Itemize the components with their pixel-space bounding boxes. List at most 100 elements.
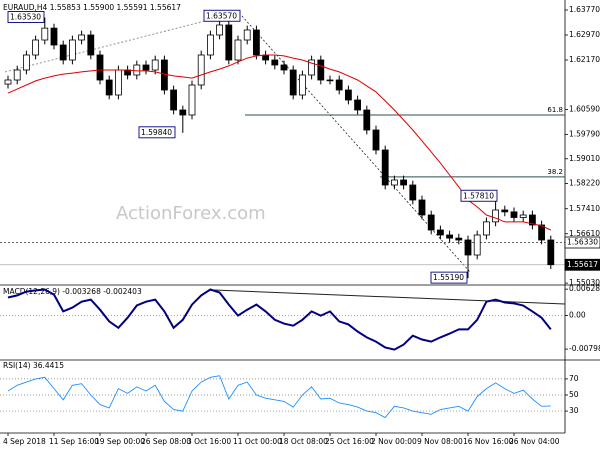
watermark: ActionForex.com [116, 203, 266, 224]
annotation-box [138, 126, 176, 139]
macd-line [7, 288, 552, 351]
candle-body [482, 221, 490, 236]
candle-body [170, 89, 178, 111]
candle-body [344, 89, 352, 101]
candle-body [271, 59, 279, 66]
moving-average [7, 54, 552, 231]
x-tick-label: 26 Nov 04:00 [509, 437, 560, 446]
y-tick-label: 1.60590 [569, 104, 600, 113]
y-tick-label: 1.55030 [569, 278, 600, 287]
candle-body [225, 24, 233, 61]
candle-body [280, 64, 288, 71]
y-tick-label: 1.62170 [569, 55, 600, 64]
y-tick-label: 30 [569, 406, 579, 415]
annotation: 1.63570 [203, 9, 241, 22]
candle-body [363, 109, 371, 131]
x-tick-label: 11 Sep 16:00 [49, 437, 99, 446]
candle-body [538, 224, 545, 241]
candle-body [547, 239, 555, 266]
candle-body [179, 109, 187, 116]
candle-body [41, 27, 49, 41]
rsi-title: RSI(14) 36.4415 [3, 361, 64, 370]
candle-body [32, 39, 39, 56]
candle-body [390, 179, 398, 186]
candle-body [142, 64, 150, 71]
macd-title: MACD(12,26,9) -0.003268 -0.002403 [3, 287, 142, 296]
candle-body [69, 39, 76, 61]
x-tick-label: 18 Oct 08:00 [279, 437, 328, 446]
candle-body [59, 44, 67, 61]
annotation-label: 1.63530 [10, 13, 41, 22]
candle-body [4, 79, 12, 85]
candle-body [124, 69, 131, 76]
candle-body [335, 79, 343, 91]
candle-body [289, 69, 297, 96]
y-tick-label: 1.59790 [569, 129, 600, 138]
annotation-box [7, 11, 45, 23]
x-tick-label: 4 Sep 2018 [3, 437, 46, 446]
candle-body [510, 211, 518, 218]
y-tick-label: 0.00 [569, 311, 586, 320]
x-tick-label: 25 Oct 16:00 [325, 437, 374, 446]
x-tick-label: 26 Sep 08:00 [141, 437, 191, 446]
candle-body [188, 84, 196, 116]
annotation-box [460, 189, 498, 202]
candle-body [13, 69, 21, 81]
x-tick-label: 2 Nov 00:00 [371, 437, 417, 446]
y-tick-label: -0.007985 [569, 344, 600, 353]
candle-body [133, 64, 141, 76]
annotation-label: 1.59840 [141, 128, 172, 137]
annotation: 1.57810 [460, 189, 498, 202]
fib-label: 38.2 [547, 168, 563, 176]
candle-body [473, 234, 481, 256]
annotation-label: 1.57810 [463, 191, 494, 200]
candle-body [298, 74, 306, 96]
trend-line [4, 11, 241, 73]
candle-body [409, 184, 417, 201]
y-tick-label: 1.58220 [569, 178, 600, 187]
candle-body [243, 29, 251, 41]
candle-body [400, 179, 408, 186]
candle-body [308, 59, 316, 76]
candle-body [464, 239, 472, 256]
candle-body [418, 199, 426, 216]
y-tick-label: 0.006288 [569, 284, 600, 293]
annotation-box [430, 271, 468, 284]
candle-body [252, 29, 260, 56]
candle-body [354, 99, 362, 111]
annotation: 1.59840 [138, 126, 176, 139]
candle-body [206, 34, 214, 56]
candle-body [50, 27, 58, 46]
candle-body [492, 209, 500, 223]
candle-body [436, 229, 444, 236]
candle-body [216, 24, 224, 36]
y-tick-label: 1.57410 [569, 204, 600, 213]
chart-title: EURAUD,H4 1.55853 1.55900 1.55591 1.5561… [3, 3, 181, 12]
x-tick-label: 9 Nov 08:00 [417, 437, 463, 446]
y-tick-label: 50 [569, 390, 579, 399]
y-tick-label: 1.63770 [569, 5, 600, 14]
candle-body [446, 234, 454, 239]
x-tick-label: 19 Sep 00:00 [95, 437, 145, 446]
candle-body [22, 54, 30, 71]
y-tick-label: 1.62970 [569, 30, 600, 39]
candle-body [455, 237, 463, 241]
annotation-label: 1.55190 [433, 273, 464, 282]
x-tick-label: 3 Oct 16:00 [187, 437, 231, 446]
candle-body [501, 209, 509, 213]
candle-body [234, 39, 242, 61]
price-box [564, 258, 600, 271]
candle-body [78, 34, 85, 41]
price-box [564, 236, 600, 249]
candle-body [115, 69, 122, 96]
x-tick-label: 11 Oct 00:00 [233, 437, 282, 446]
candle-body [262, 54, 270, 61]
candle-body [427, 214, 435, 231]
y-tick-label: 1.56610 [569, 229, 600, 238]
fib-label: 61.8 [547, 106, 563, 114]
annotation-box [203, 9, 241, 22]
y-tick-label: 1.59010 [569, 154, 600, 163]
candle-body [317, 59, 325, 81]
x-tick-label: 16 Nov 16:00 [463, 437, 514, 446]
